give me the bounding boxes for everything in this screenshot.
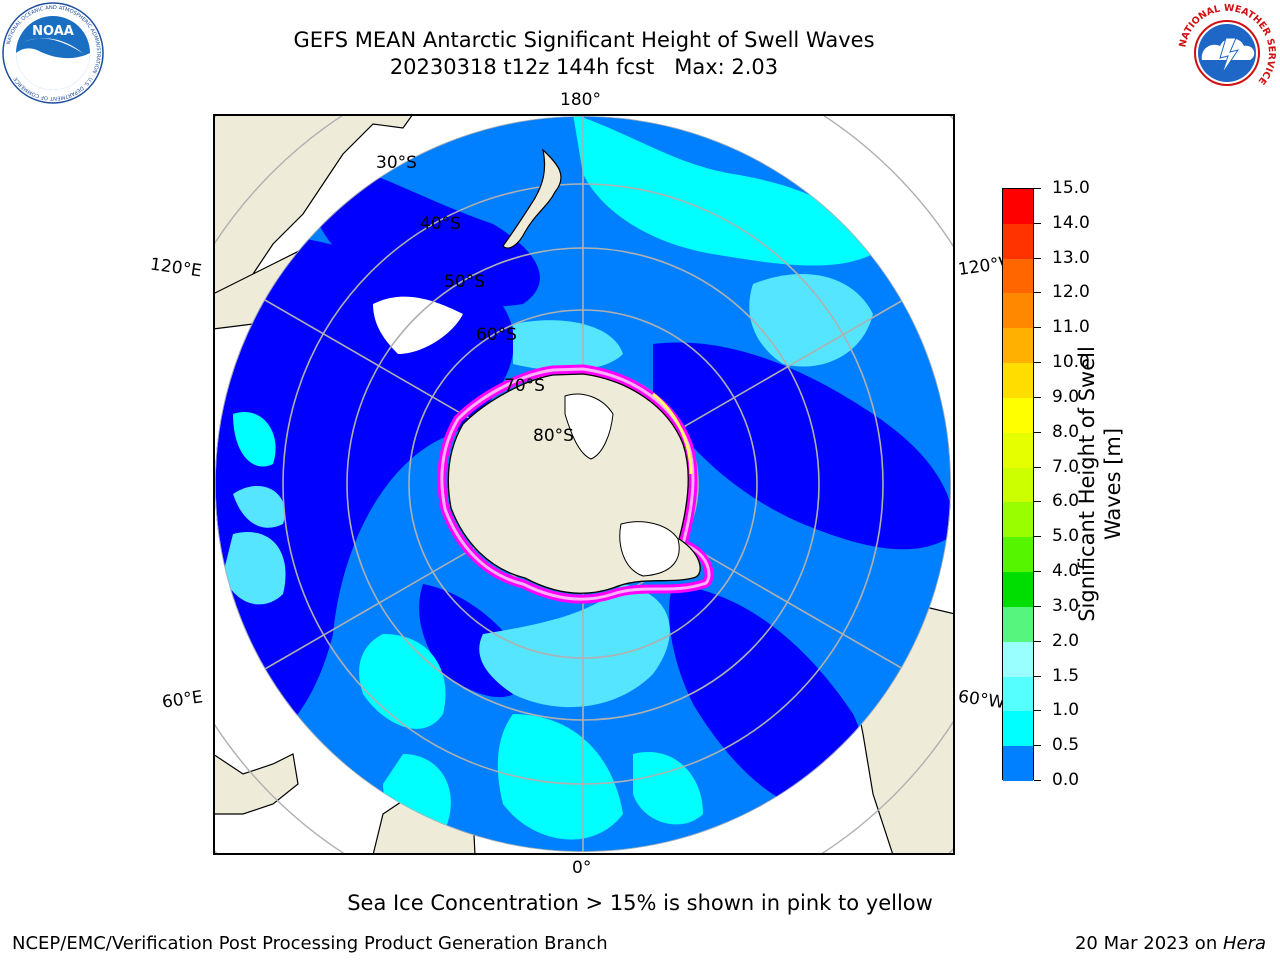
colorbar-tick-mark <box>1034 188 1041 189</box>
colorbar-segment <box>1003 572 1033 608</box>
central-pacific-moderate-swell <box>573 116 873 266</box>
colorbar-tick-label: 13.0 <box>1052 247 1090 268</box>
colorbar-segment <box>1003 502 1033 538</box>
colorbar-tick-label: 6.0 <box>1052 491 1080 512</box>
colorbar-tick-label: 0.5 <box>1052 735 1080 756</box>
footer-date: 20 Mar 2023 on Hera <box>1075 933 1266 954</box>
colorbar-segment <box>1003 363 1033 399</box>
colorbar-tick-mark <box>1034 710 1041 712</box>
south-atlantic-moderate-swell <box>497 714 623 840</box>
colorbar-segment <box>1003 711 1033 747</box>
colorbar-tick-label: 3.0 <box>1052 595 1080 616</box>
colorbar-tick-label: 2.0 <box>1052 630 1080 651</box>
colorbar-tick-mark <box>1034 362 1041 364</box>
madagascar-land <box>214 753 299 815</box>
noaa-logo-text: NOAA <box>32 24 74 39</box>
colorbar-tick-mark <box>1034 675 1041 677</box>
scotia-low-swell <box>669 584 864 814</box>
footer-date-text: 20 Mar 2023 on <box>1074 933 1223 954</box>
noaa-logo-icon: NOAA NATIONAL OCEANIC AND ATMOSPHERIC AD… <box>2 2 104 104</box>
colorbar-tick-mark <box>1034 605 1041 607</box>
pacific-low-swell <box>653 342 951 550</box>
lat-label-50s: 50°S <box>444 272 485 292</box>
lat-label-60s: 60°S <box>476 325 517 345</box>
colorbar-tick-label: 0.0 <box>1052 770 1080 790</box>
colorbar <box>1002 188 1034 782</box>
lon-label-60w: 60°W <box>956 686 1007 714</box>
colorbar-segment <box>1003 397 1033 434</box>
polar-map <box>213 114 955 855</box>
colorbar-tick-mark <box>1034 431 1041 433</box>
colorbar-tick-mark <box>1034 222 1041 224</box>
colorbar-tick-label: 7.0 <box>1052 456 1080 477</box>
colorbar-tick-label: 1.0 <box>1052 700 1080 721</box>
colorbar-segment <box>1003 641 1033 678</box>
lat-label-40s: 40°S <box>420 214 461 234</box>
colorbar-tick-mark <box>1034 640 1041 642</box>
colorbar-tick-mark <box>1034 780 1041 781</box>
colorbar-segment <box>1003 746 1033 782</box>
colorbar-segment <box>1003 537 1033 573</box>
colorbar-tick-mark <box>1034 327 1041 329</box>
colorbar-tick-label: 15.0 <box>1052 178 1090 198</box>
colorbar-tick-mark <box>1034 745 1041 747</box>
colorbar-segment <box>1003 432 1033 469</box>
nws-logo-icon: NATIONAL WEATHER SERVICE <box>1176 2 1278 104</box>
colorbar-tick-label: 1.5 <box>1052 665 1080 686</box>
colorbar-tick-label: 5.0 <box>1052 526 1080 547</box>
colorbar-tick-mark <box>1034 466 1041 468</box>
lon-label-0: 0° <box>572 858 592 878</box>
colorbar-tick-mark <box>1034 292 1041 294</box>
colorbar-tick-label: 8.0 <box>1052 421 1080 442</box>
colorbar-segment <box>1003 223 1033 260</box>
chart-subtitle: 20230318 t12z 144h fcst Max: 2.03 <box>389 55 779 79</box>
ross-ice-shelf <box>564 393 614 460</box>
lon-label-120e: 120°E <box>148 254 203 282</box>
colorbar-tick-label: 4.0 <box>1052 561 1080 582</box>
colorbar-label-line1: Significant Height of Swell <box>1075 346 1099 622</box>
footer-branch: NCEP/EMC/Verification Post Processing Pr… <box>12 933 608 954</box>
colorbar-tick-mark <box>1034 536 1041 538</box>
colorbar-segment <box>1003 258 1033 294</box>
colorbar-segment <box>1003 293 1033 329</box>
lat-label-70s: 70°S <box>504 376 545 396</box>
colorbar-tick-mark <box>1034 257 1041 259</box>
colorbar-tick-label: 11.0 <box>1052 317 1090 338</box>
indian-ocean-low-swell <box>215 232 514 774</box>
colorbar-label-line2: Waves [m] <box>1101 427 1125 541</box>
colorbar-tick-label: 10.0 <box>1052 352 1090 373</box>
weddell-ice-shelf <box>619 521 680 577</box>
colorbar-tick-mark <box>1034 501 1041 503</box>
lon-label-60e: 60°E <box>160 687 205 713</box>
lat-label-30s: 30°S <box>376 153 417 173</box>
new-zealand-land <box>502 148 562 249</box>
weddell-moderate-swell <box>479 584 670 708</box>
tasman-low-swell <box>309 154 540 307</box>
colorbar-tick-label: 14.0 <box>1052 212 1090 233</box>
sea-ice-note: Sea Ice Concentration > 15% is shown in … <box>347 891 933 915</box>
colorbar-segment <box>1003 676 1033 712</box>
colorbar-segment <box>1003 328 1033 364</box>
colorbar-tick-label: 12.0 <box>1052 282 1090 303</box>
colorbar-segment <box>1003 189 1033 225</box>
lon-label-180: 180° <box>560 90 601 110</box>
colorbar-tick-mark <box>1034 396 1041 398</box>
lat-label-80s: 80°S <box>533 426 574 446</box>
colorbar-segment <box>1003 467 1033 503</box>
colorbar-tick-label: 9.0 <box>1052 386 1080 407</box>
chart-title: GEFS MEAN Antarctic Significant Height o… <box>293 28 875 52</box>
colorbar-tick-mark <box>1034 571 1041 573</box>
colorbar-segment <box>1003 606 1033 643</box>
footer-host: Hera <box>1222 933 1266 954</box>
